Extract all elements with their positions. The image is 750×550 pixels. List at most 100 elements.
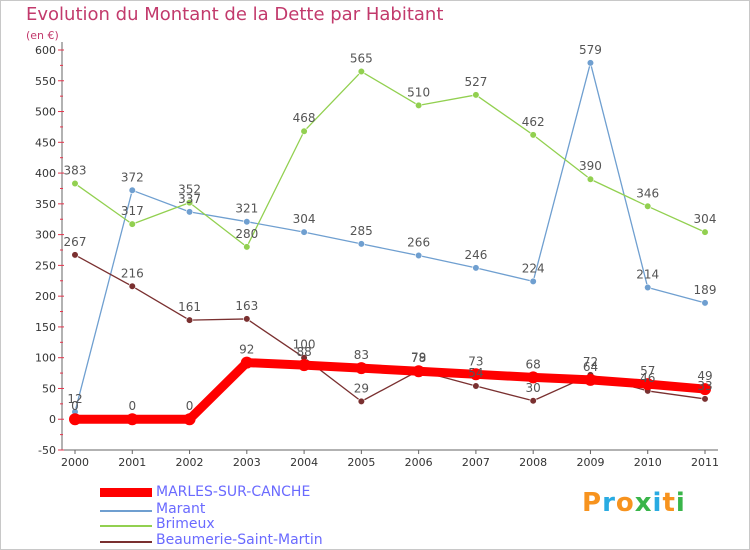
y-tick-label: 300 (35, 229, 56, 242)
x-tick-label: 2006 (405, 456, 433, 469)
data-point (243, 218, 251, 226)
y-tick-label: 550 (35, 75, 56, 88)
data-label: 266 (407, 236, 430, 250)
data-point (185, 208, 194, 216)
y-tick-label: 200 (35, 290, 56, 303)
data-label: 68 (526, 357, 541, 371)
y-tick-label: 350 (35, 198, 56, 211)
data-label: 372 (121, 170, 144, 184)
data-label: 321 (235, 202, 258, 216)
data-point (415, 251, 423, 260)
data-label: 216 (121, 266, 144, 280)
legend-label: Beaumerie-Saint-Martin (156, 532, 323, 548)
data-label: 346 (636, 186, 659, 200)
legend-label: Marant (156, 501, 206, 517)
data-label: 352 (178, 183, 201, 197)
data-label: 33 (697, 379, 712, 393)
data-label: 510 (407, 85, 430, 99)
data-label: 304 (293, 212, 316, 226)
y-tick-label: -50 (38, 444, 56, 457)
data-point (469, 368, 482, 381)
data-label: 79 (411, 351, 426, 365)
y-tick-label: 50 (42, 382, 56, 395)
data-label: 73 (468, 354, 483, 368)
data-label: 161 (178, 300, 201, 314)
legend-swatch (100, 488, 152, 497)
data-point (128, 282, 136, 290)
data-label: 579 (579, 43, 602, 57)
data-point (128, 220, 136, 228)
data-point (529, 131, 537, 139)
data-label: 54 (468, 366, 483, 380)
data-point (185, 199, 194, 207)
x-tick-label: 2011 (691, 456, 719, 469)
y-tick-label: 100 (35, 352, 56, 365)
x-tick-label: 2005 (347, 456, 375, 469)
legend-label: MARLES-SUR-CANCHE (156, 484, 311, 500)
legend-swatch (100, 525, 152, 527)
data-point (300, 127, 308, 135)
y-tick-label: 0 (49, 413, 56, 426)
data-label: 189 (694, 283, 717, 297)
data-point (472, 382, 480, 390)
data-label: 280 (235, 227, 258, 241)
data-label: 29 (354, 381, 369, 395)
data-point (357, 397, 365, 405)
data-label: 78 (411, 351, 426, 365)
data-point (183, 413, 196, 426)
data-point (472, 264, 480, 272)
legend-label: Brimeux (156, 516, 215, 532)
data-label: 0 (71, 399, 79, 413)
legend-swatch (100, 541, 152, 543)
data-point (412, 365, 425, 378)
data-label: 304 (694, 212, 717, 226)
data-point (300, 228, 308, 236)
data-point (529, 277, 537, 285)
chart-title: Evolution du Montant de la Dette par Hab… (26, 4, 444, 25)
data-label: 46 (640, 371, 655, 385)
data-point (701, 228, 709, 236)
data-point (357, 67, 365, 76)
data-label: 267 (64, 235, 87, 249)
legend-swatch (100, 510, 152, 512)
data-point (644, 283, 652, 292)
data-point (243, 315, 251, 323)
data-point (71, 179, 79, 188)
data-label: 88 (296, 345, 311, 359)
data-label: 527 (464, 75, 487, 89)
data-point (641, 378, 654, 391)
data-point (357, 240, 365, 248)
data-point (586, 59, 595, 67)
data-point (185, 316, 194, 324)
chart-subtitle: (en €) (26, 29, 59, 42)
y-tick-label: 500 (35, 106, 56, 119)
data-point (586, 175, 595, 183)
x-tick-label: 2004 (290, 456, 318, 469)
logo-letter: x (634, 488, 653, 518)
logo-letter: i (652, 488, 663, 518)
x-tick-label: 2001 (118, 456, 146, 469)
data-label: 565 (350, 52, 373, 66)
logo-letter: r (602, 488, 616, 518)
data-label: 246 (464, 248, 487, 262)
x-tick-label: 2000 (61, 456, 89, 469)
y-tick-label: 450 (35, 136, 56, 149)
data-point (126, 413, 139, 426)
data-point (701, 299, 709, 307)
data-label: 383 (64, 164, 87, 178)
data-label: 214 (636, 268, 659, 282)
y-tick-label: 400 (35, 167, 56, 180)
data-label: 92 (239, 343, 254, 357)
series-line-0 (70, 358, 710, 424)
series-line-1 (74, 62, 706, 413)
proxiti-logo: Proxiti (582, 488, 686, 518)
logo-letter: t (662, 488, 676, 518)
x-tick-label: 2002 (176, 456, 204, 469)
data-label: 72 (583, 355, 598, 369)
logo-letter: o (615, 488, 635, 518)
data-label: 100 (293, 338, 316, 352)
data-point (415, 101, 423, 109)
data-point (128, 186, 136, 194)
data-point (71, 251, 79, 259)
